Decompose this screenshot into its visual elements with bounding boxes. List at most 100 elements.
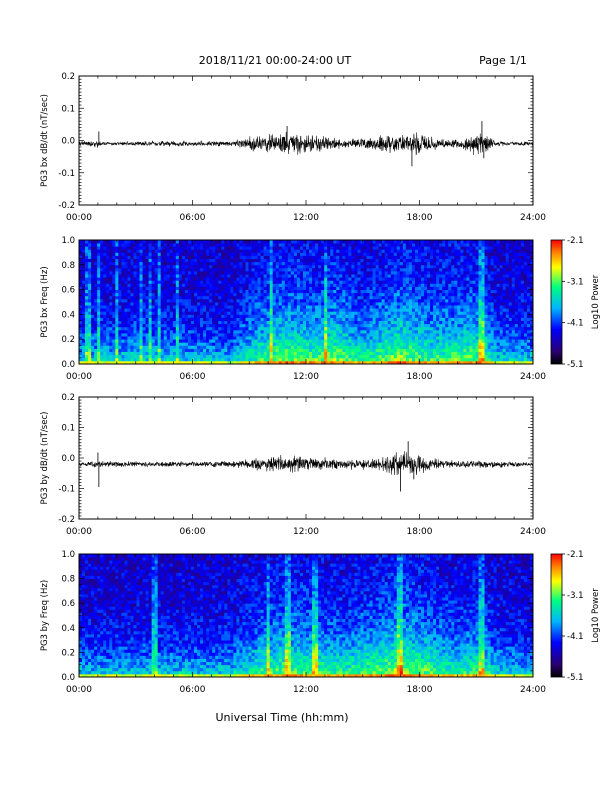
spectrogram-cell <box>387 240 392 244</box>
spectrogram-cell <box>424 357 428 362</box>
spectrogram-cell <box>296 323 301 328</box>
spectrogram-cell <box>82 339 86 343</box>
spectrogram-cell <box>212 240 216 244</box>
spectrogram-cell <box>402 283 407 287</box>
spectrogram-cell <box>302 333 307 337</box>
spectrogram-cell <box>221 295 225 300</box>
spectrogram-cell <box>242 329 246 334</box>
spectrogram-cell <box>296 240 301 244</box>
spectrogram-cell <box>103 329 107 334</box>
spectrogram-cell <box>333 314 337 318</box>
spectrogram-cell <box>85 305 89 309</box>
spectrogram-cell <box>115 323 119 328</box>
spectrogram-cell <box>257 255 261 259</box>
spectrogram-cell <box>399 348 404 352</box>
spectrogram-cell <box>233 357 237 362</box>
spectrogram-cell <box>306 317 310 321</box>
spectrogram-cell <box>260 280 265 284</box>
spectrogram-cell <box>230 323 234 328</box>
spectrogram-cell <box>206 240 210 244</box>
spectrogram-cell <box>142 302 146 306</box>
spectrogram-cell <box>157 326 162 331</box>
spectrogram-cell <box>245 289 249 294</box>
spectrogram-cell <box>157 302 162 306</box>
spectrogram-cell <box>348 339 352 343</box>
spectrogram-cell <box>230 320 234 325</box>
spectrogram-cell <box>118 317 122 321</box>
spectrogram-cell <box>106 274 110 278</box>
spectrogram-cell <box>266 252 271 256</box>
spectrogram-cell <box>148 311 153 315</box>
spectrogram-cell <box>212 298 216 303</box>
spectrogram-cell <box>417 255 422 259</box>
spectrogram-cell <box>91 305 95 309</box>
spectrogram-cell <box>378 286 383 290</box>
spectrogram-cell <box>330 267 334 272</box>
spectrogram-cell <box>345 302 349 306</box>
spectrogram-cell <box>85 329 89 334</box>
spectrogram-cell <box>315 357 319 362</box>
spectrogram-cell <box>336 271 340 275</box>
spectrogram-cell <box>436 277 440 281</box>
spectrogram-cell <box>272 240 277 244</box>
spectrogram-cell <box>97 333 101 337</box>
spectrogram-cell <box>227 302 231 306</box>
spectrogram-cell <box>287 243 292 247</box>
spectrogram-cell <box>321 357 325 362</box>
spectrogram-cell <box>302 264 307 269</box>
spectrogram-cell <box>272 308 277 312</box>
spectrogram-cell <box>411 326 416 331</box>
spectrogram-cell <box>212 249 216 253</box>
spectrogram-cell <box>94 286 98 290</box>
spectrogram-cell <box>372 292 377 297</box>
spectrogram-cell <box>402 360 407 365</box>
spectrogram-cell <box>393 249 398 253</box>
spectrogram-cell <box>209 357 213 362</box>
spectrogram-cell <box>233 274 237 278</box>
spectrogram-cell <box>348 336 352 340</box>
spectrogram-cell <box>378 336 383 340</box>
spectrogram-cell <box>299 298 304 303</box>
spectrogram-cell <box>281 280 286 284</box>
spectrogram-cell <box>363 243 367 247</box>
spectrogram-cell <box>248 271 252 275</box>
spectrogram-cell <box>399 314 404 318</box>
spectrogram-cell <box>187 354 192 359</box>
spectrogram-cell <box>166 311 171 315</box>
spectrogram-cell <box>169 342 174 346</box>
spectrogram-cell <box>109 305 113 309</box>
spectrogram-cell <box>414 317 419 321</box>
spectrogram-cell <box>197 277 201 281</box>
spectrogram-cell <box>363 360 367 365</box>
spectrogram-cell <box>151 249 156 253</box>
spectrogram-cell <box>318 311 322 315</box>
spectrogram-cell <box>421 311 425 315</box>
spectrogram-cell <box>100 360 104 365</box>
spectrogram-cell <box>315 336 319 340</box>
spectrogram-cell <box>366 339 370 343</box>
spectrogram-cell <box>445 360 449 365</box>
spectrogram-cell <box>254 323 258 328</box>
spectrogram-cell <box>405 243 410 247</box>
spectrogram-cell <box>145 345 150 349</box>
spectrogram-cell <box>393 336 398 340</box>
spectrogram-cell <box>124 323 128 328</box>
spectrogram-cell <box>169 314 174 318</box>
spectrogram-cell <box>375 323 380 328</box>
spectrogram-cell <box>109 311 113 315</box>
spectrogram-cell <box>272 305 277 309</box>
spectrogram-cell <box>103 292 107 297</box>
spectrogram-cell <box>408 323 413 328</box>
spectrogram-cell <box>200 274 204 278</box>
spectrogram-cell <box>175 342 180 346</box>
spectrogram-cell <box>324 243 328 247</box>
spectrogram-cell <box>399 258 404 263</box>
spectrogram-cell <box>100 298 104 303</box>
spectrogram-cell <box>82 243 86 247</box>
spectrogram-cell <box>281 274 286 278</box>
spectrogram-cell <box>203 317 207 321</box>
spectrogram-cell <box>336 348 340 352</box>
spectrogram-cell <box>121 302 125 306</box>
spectrogram-cell <box>166 298 171 303</box>
spectrogram-cell <box>442 339 446 343</box>
